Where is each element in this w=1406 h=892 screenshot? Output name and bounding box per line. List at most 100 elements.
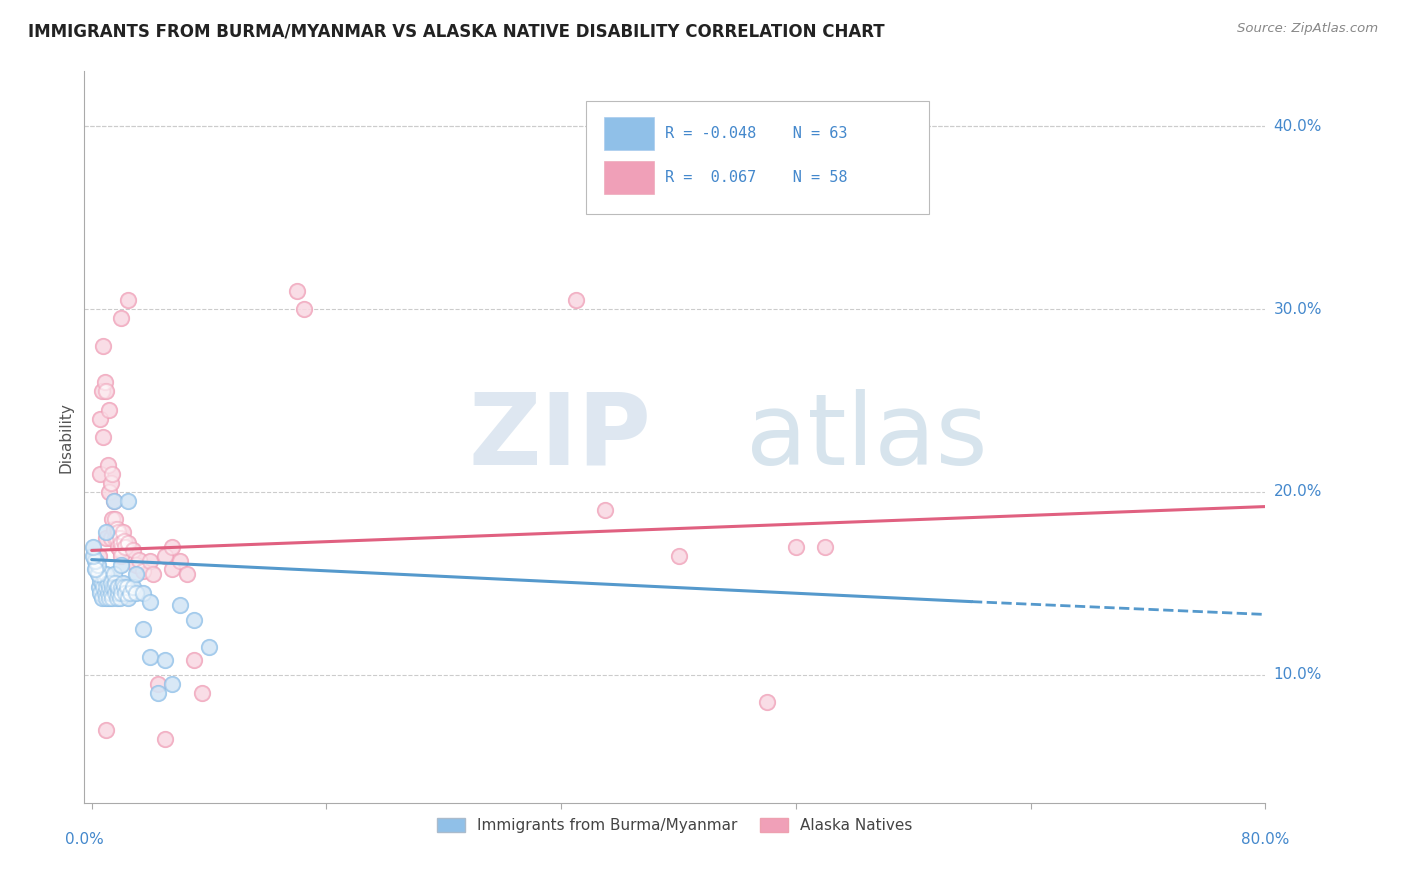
Point bbox=[117, 494, 139, 508]
Text: R = -0.048    N = 63: R = -0.048 N = 63 bbox=[665, 126, 848, 141]
Point bbox=[110, 585, 132, 599]
Point bbox=[153, 731, 176, 746]
Point bbox=[565, 293, 588, 307]
Point bbox=[125, 585, 148, 599]
Point bbox=[100, 475, 122, 490]
Point bbox=[114, 540, 136, 554]
Point bbox=[593, 503, 616, 517]
Point bbox=[84, 554, 107, 568]
Point bbox=[104, 512, 127, 526]
Point bbox=[107, 540, 129, 554]
Point bbox=[101, 591, 124, 605]
Point bbox=[94, 585, 117, 599]
Point bbox=[107, 580, 129, 594]
Point bbox=[91, 384, 114, 399]
Text: 10.0%: 10.0% bbox=[1274, 667, 1322, 682]
Point bbox=[107, 585, 129, 599]
Point bbox=[101, 580, 124, 594]
Point bbox=[97, 585, 120, 599]
Point bbox=[183, 653, 205, 667]
Point bbox=[110, 558, 132, 573]
Point bbox=[593, 503, 616, 517]
Point bbox=[139, 594, 162, 608]
Point bbox=[97, 576, 120, 591]
Point bbox=[125, 558, 148, 573]
Point bbox=[107, 525, 129, 540]
Point bbox=[117, 591, 139, 605]
Point bbox=[98, 580, 121, 594]
Text: atlas: atlas bbox=[745, 389, 987, 485]
Point bbox=[86, 558, 108, 573]
Point bbox=[94, 573, 117, 587]
Point bbox=[105, 521, 128, 535]
Point bbox=[107, 540, 129, 554]
Point bbox=[104, 576, 127, 591]
Point bbox=[110, 549, 132, 563]
Point bbox=[115, 580, 138, 594]
Point bbox=[103, 521, 125, 535]
Legend: Immigrants from Burma/Myanmar, Alaska Natives: Immigrants from Burma/Myanmar, Alaska Na… bbox=[432, 812, 918, 839]
Point bbox=[91, 576, 114, 591]
Point bbox=[93, 580, 115, 594]
Point bbox=[110, 311, 132, 326]
Point bbox=[117, 293, 139, 307]
Point bbox=[142, 567, 165, 582]
Point bbox=[110, 549, 132, 563]
Point bbox=[103, 494, 125, 508]
Point bbox=[121, 543, 143, 558]
Point bbox=[190, 686, 212, 700]
Point bbox=[91, 591, 114, 605]
Point bbox=[91, 576, 114, 591]
Point bbox=[142, 567, 165, 582]
Point bbox=[97, 458, 120, 472]
Point bbox=[87, 549, 110, 563]
Point bbox=[96, 580, 118, 594]
Point bbox=[146, 686, 169, 700]
Point bbox=[105, 580, 128, 594]
Point bbox=[183, 653, 205, 667]
Point bbox=[153, 549, 176, 563]
Point bbox=[105, 591, 128, 605]
Point bbox=[125, 567, 148, 582]
Point bbox=[101, 512, 124, 526]
Point bbox=[89, 412, 111, 426]
Point bbox=[98, 591, 121, 605]
Point bbox=[139, 649, 162, 664]
Point bbox=[668, 549, 690, 563]
Point bbox=[117, 536, 139, 550]
Point bbox=[117, 536, 139, 550]
Point bbox=[96, 384, 118, 399]
Point bbox=[96, 723, 118, 737]
Point bbox=[98, 402, 121, 417]
Point bbox=[87, 580, 110, 594]
Point bbox=[132, 564, 155, 578]
Point bbox=[84, 562, 107, 576]
Text: Source: ZipAtlas.com: Source: ZipAtlas.com bbox=[1237, 22, 1378, 36]
Point bbox=[139, 649, 162, 664]
Point bbox=[82, 549, 104, 563]
Point bbox=[89, 412, 111, 426]
Point bbox=[101, 512, 124, 526]
Point bbox=[103, 521, 125, 535]
Text: 30.0%: 30.0% bbox=[1274, 301, 1322, 317]
Point bbox=[98, 485, 121, 500]
Point bbox=[114, 540, 136, 554]
Point bbox=[190, 686, 212, 700]
Point bbox=[128, 552, 150, 566]
Point bbox=[112, 534, 135, 549]
Point bbox=[169, 554, 191, 568]
Point bbox=[103, 494, 125, 508]
Point bbox=[105, 531, 128, 545]
Point bbox=[96, 384, 118, 399]
Point bbox=[96, 525, 118, 540]
Point bbox=[108, 591, 131, 605]
Text: 80.0%: 80.0% bbox=[1241, 832, 1289, 847]
Point bbox=[162, 562, 184, 576]
Point bbox=[112, 580, 135, 594]
Point bbox=[294, 301, 316, 317]
Point bbox=[112, 534, 135, 549]
Point bbox=[785, 540, 807, 554]
Point bbox=[132, 585, 155, 599]
Point bbox=[98, 402, 121, 417]
Point bbox=[104, 512, 127, 526]
